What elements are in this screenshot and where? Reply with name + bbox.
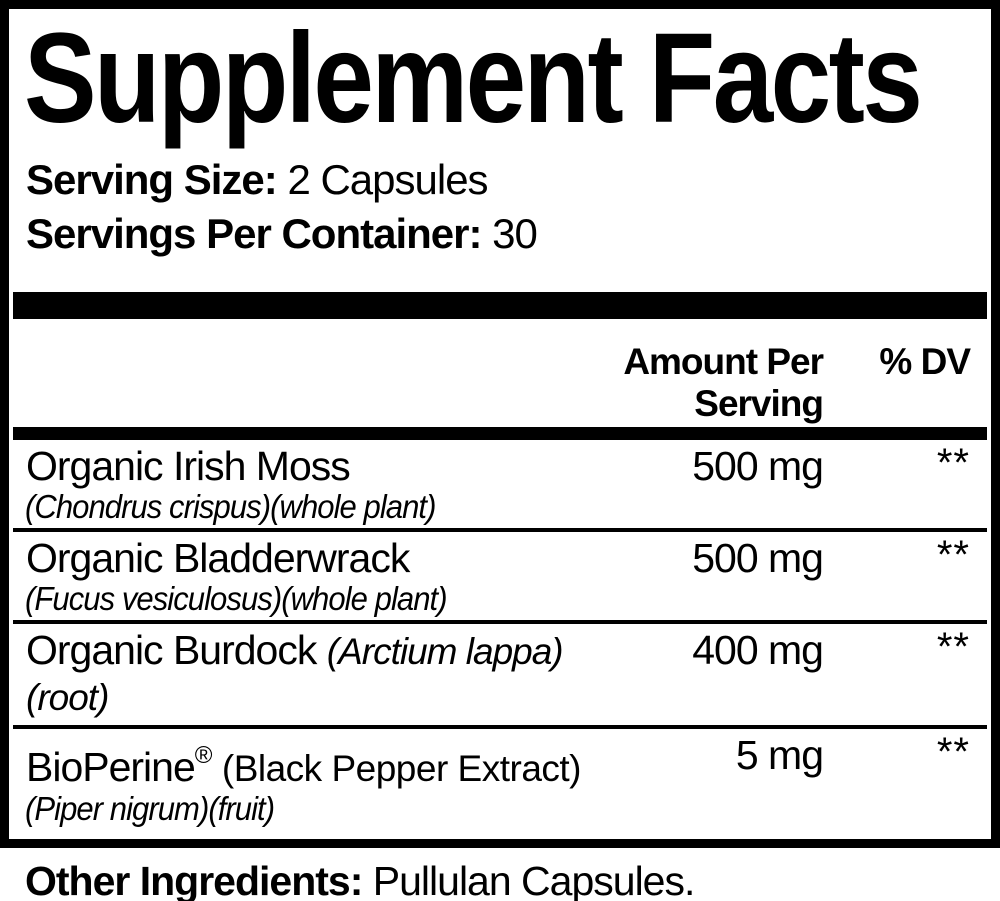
ingredient-row-bladderwrack: Organic Bladderwrack 500 mg ** (Fucus ve… xyxy=(9,532,991,615)
amount-value: 500 mg xyxy=(692,443,824,490)
ingredient-row-irish-moss: Organic Irish Moss 500 mg ** (Chondrus c… xyxy=(9,440,991,523)
registered-trademark-symbol: ® xyxy=(194,742,213,770)
row-divider xyxy=(13,528,987,533)
servings-per-container-line: Servings Per Container: 30 xyxy=(26,209,991,259)
ingredient-name: Organic Bladderwrack xyxy=(26,535,410,582)
servings-per-container-value: 30 xyxy=(492,209,538,257)
amount-value: 500 mg xyxy=(692,535,824,582)
thick-separator-header xyxy=(13,427,987,441)
ingredient-name: Organic Irish Moss xyxy=(26,443,351,490)
ingredient-botanical: (Piper nigrum)(fruit) xyxy=(24,790,275,828)
other-ingredients-label: Other Ingredients: xyxy=(25,858,363,901)
row-divider xyxy=(13,620,987,625)
supplement-facts-panel: Supplement Facts Serving Size: 2 Capsule… xyxy=(0,0,1000,848)
serving-size-label: Serving Size: xyxy=(26,156,278,203)
dv-value: ** xyxy=(936,625,970,670)
amount-value: 400 mg xyxy=(692,627,824,674)
panel-title: Supplement Facts xyxy=(24,7,923,150)
dv-value: ** xyxy=(936,730,970,775)
amount-value: 5 mg xyxy=(735,732,824,779)
other-ingredients-line: Other Ingredients: Pullulan Capsules. xyxy=(25,858,696,901)
ingredient-botanical-inline: (Arctium lappa)(root) xyxy=(26,631,564,719)
dv-value: ** xyxy=(936,441,970,486)
amount-per-serving-header: Amount Per Serving xyxy=(623,341,824,425)
column-header-row: Amount Per Serving % DV xyxy=(13,319,987,427)
dv-value: ** xyxy=(936,533,970,578)
serving-size-line: Serving Size: 2 Capsules xyxy=(26,155,991,205)
percent-dv-header: % DV xyxy=(879,341,971,383)
row-divider xyxy=(13,725,987,730)
ingredient-detail-inline: (Black Pepper Extract) xyxy=(221,748,582,790)
other-ingredients-value: Pullulan Capsules. xyxy=(372,858,696,901)
ingredient-name: BioPerine xyxy=(26,744,196,791)
serving-size-value: 2 Capsules xyxy=(287,156,488,203)
ingredient-row-bioperine: BioPerine® (Black Pepper Extract) 5 mg *… xyxy=(9,729,991,825)
thick-separator-top xyxy=(13,292,987,320)
ingredient-botanical: (Fucus vesiculosus)(whole plant) xyxy=(24,580,448,618)
ingredient-name: Organic Burdock xyxy=(26,627,317,674)
ingredient-row-burdock: Organic Burdock (Arctium lappa)(root) 40… xyxy=(9,624,991,720)
servings-per-container-label: Servings Per Container: xyxy=(26,209,482,257)
ingredient-botanical: (Chondrus crispus)(whole plant) xyxy=(24,488,436,526)
